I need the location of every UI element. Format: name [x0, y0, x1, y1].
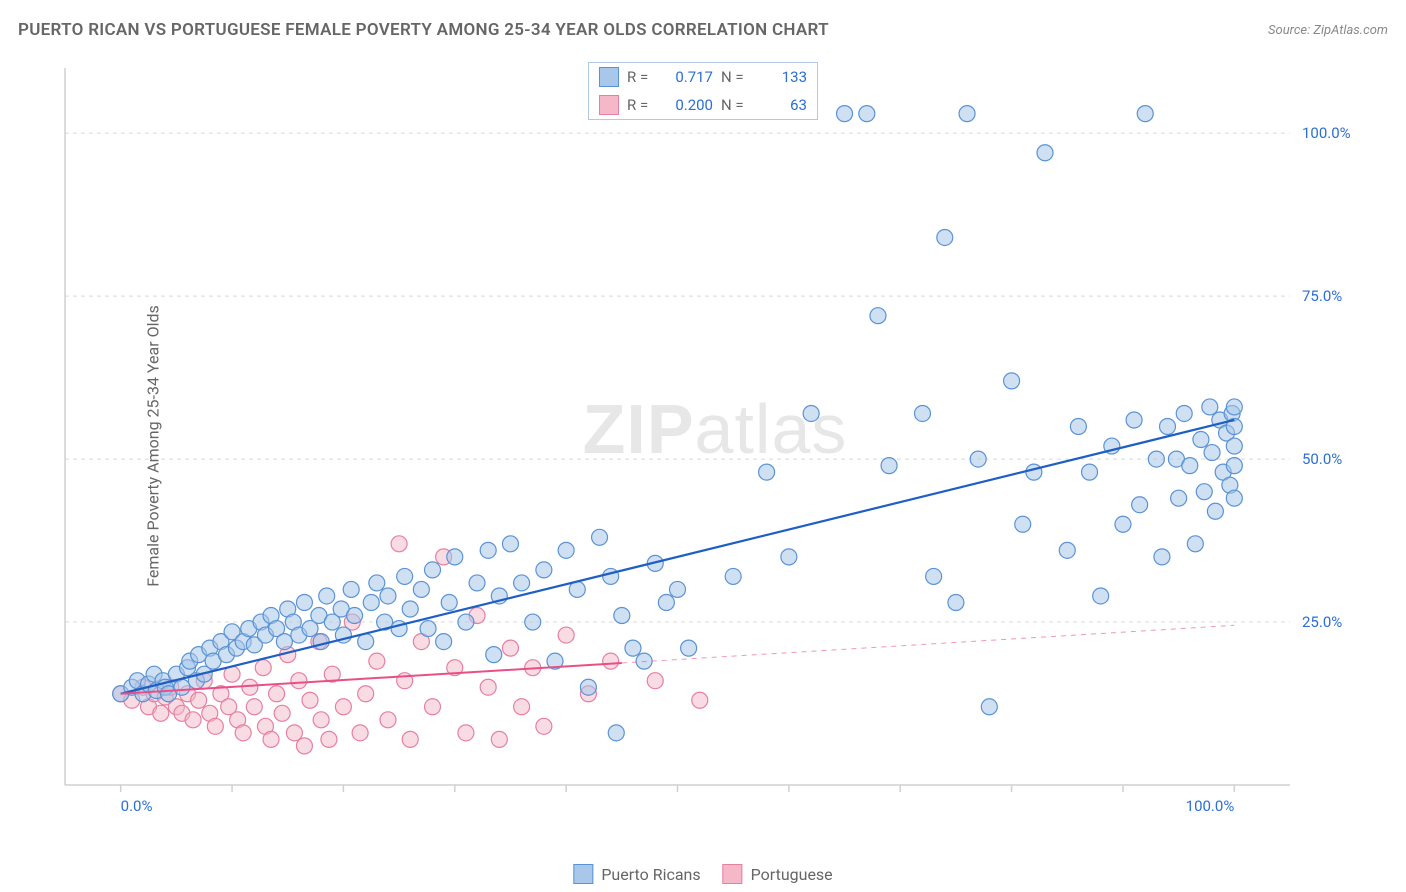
n-value: 63: [757, 96, 807, 114]
chart-header: PUERTO RICAN VS PORTUGUESE FEMALE POVERT…: [18, 20, 1388, 40]
svg-text:100.0%: 100.0%: [1186, 797, 1235, 815]
n-value: 133: [757, 68, 807, 86]
legend-label: Puerto Ricans: [601, 865, 700, 884]
scatter-chart-svg: 25.0% 50.0% 75.0% 100.0% 0.0% 100.0%: [55, 60, 1375, 830]
series-legend: Puerto Ricans Portuguese: [573, 864, 832, 884]
svg-text:0.0%: 0.0%: [121, 797, 153, 815]
chart-title: PUERTO RICAN VS PORTUGUESE FEMALE POVERT…: [18, 20, 829, 40]
svg-text:75.0%: 75.0%: [1302, 287, 1342, 305]
svg-text:25.0%: 25.0%: [1302, 613, 1342, 631]
chart-area: 25.0%50.0%75.0%100.0%0.0%100.0% ZIPatlas: [55, 60, 1375, 830]
legend-row: R = 0.200 N = 63: [589, 91, 817, 119]
legend-label: Portuguese: [751, 865, 833, 884]
legend-item: Puerto Ricans: [573, 864, 700, 884]
r-label: R =: [627, 96, 655, 114]
chart-source: Source: ZipAtlas.com: [1268, 23, 1388, 38]
legend-swatch: [599, 95, 619, 115]
svg-text:50.0%: 50.0%: [1302, 450, 1342, 468]
n-label: N =: [721, 68, 749, 86]
legend-item: Portuguese: [723, 864, 833, 884]
r-value: 0.717: [663, 68, 713, 86]
svg-text:100.0%: 100.0%: [1302, 124, 1351, 142]
n-label: N =: [721, 96, 749, 114]
r-value: 0.200: [663, 96, 713, 114]
r-label: R =: [627, 68, 655, 86]
legend-swatch: [599, 67, 619, 87]
legend-swatch: [723, 864, 743, 884]
correlation-legend: R = 0.717 N = 133 R = 0.200 N = 63: [588, 62, 818, 120]
legend-row: R = 0.717 N = 133: [589, 63, 817, 91]
legend-swatch: [573, 864, 593, 884]
